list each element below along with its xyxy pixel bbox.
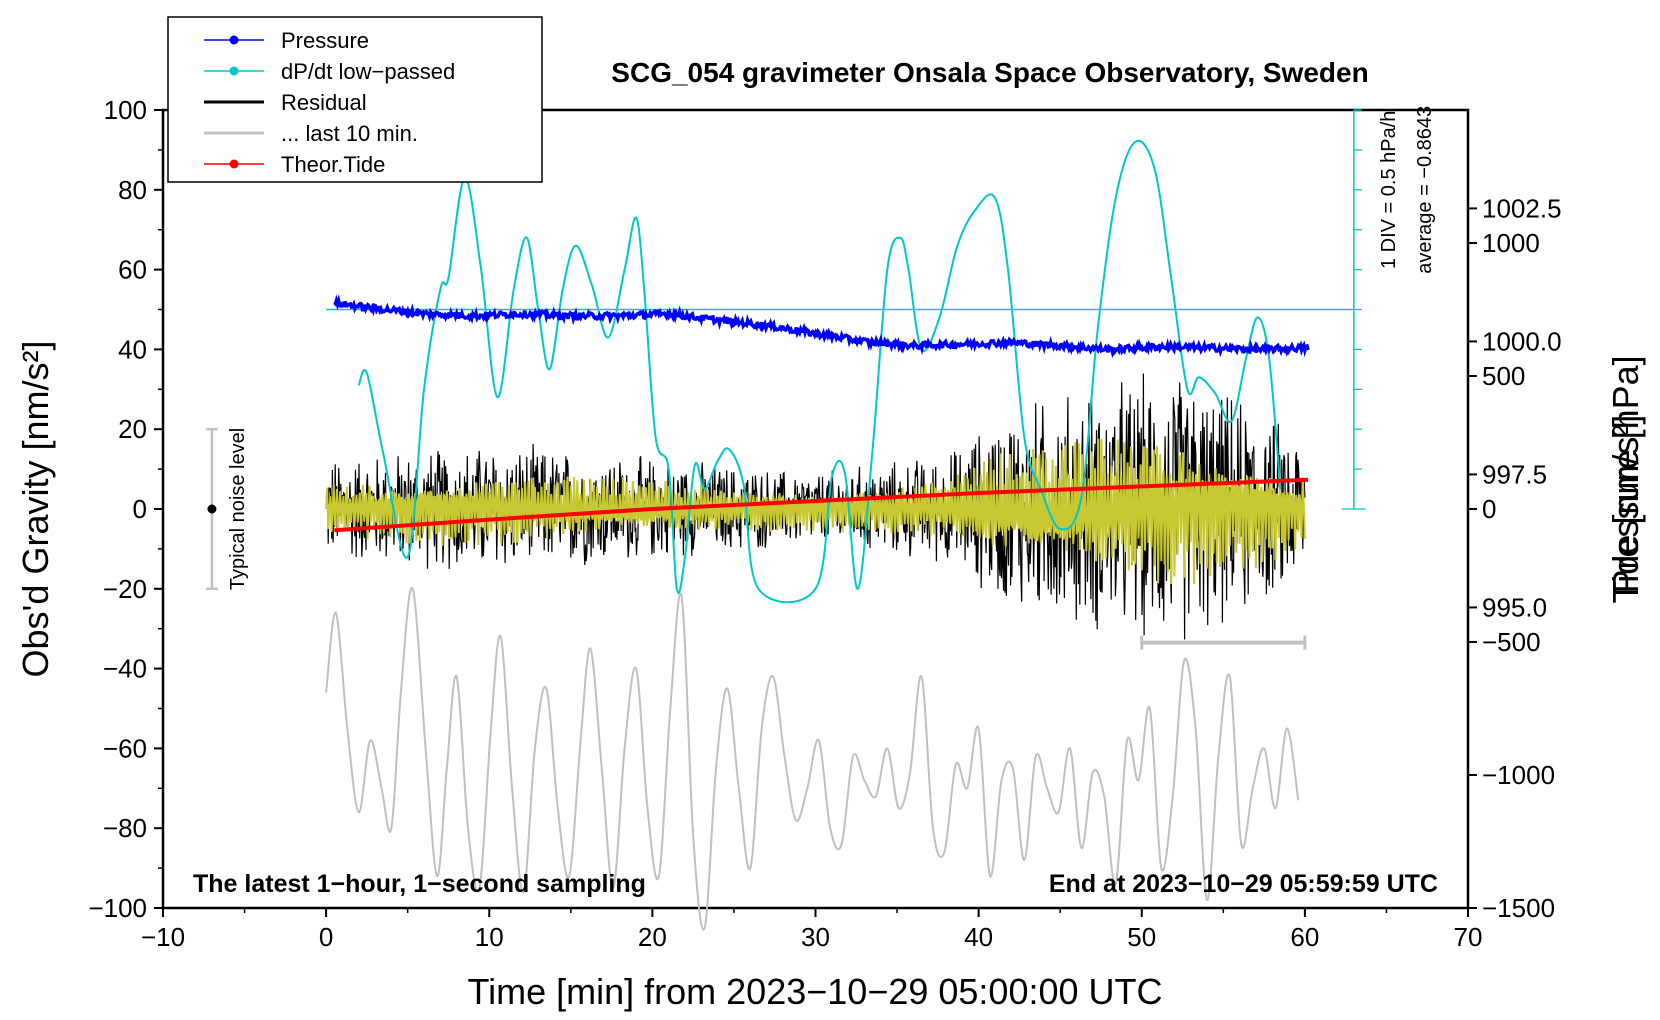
pressure-tick-label: 995.0	[1482, 592, 1547, 622]
y-axis-title-pressure: Pressure [hPa]	[1605, 355, 1646, 593]
y-tick-label: 60	[118, 255, 147, 285]
y-tick-label: −100	[88, 893, 147, 923]
y-tick-label: −80	[103, 813, 147, 843]
series-layer	[205, 109, 1366, 931]
theor-tide-line	[334, 477, 1309, 533]
legend: Pressure dP/dt low−passed Residual ... last…	[167, 16, 543, 183]
legend-label: ... last 10 min.	[281, 121, 418, 146]
pressure-tick-label: 997.5	[1482, 459, 1547, 489]
average-label: average = −0.8643	[1414, 106, 1436, 274]
legend-label: Residual	[281, 90, 367, 115]
y-tick-label: 80	[118, 175, 147, 205]
x-tick-label: 50	[1127, 922, 1156, 952]
legend-marker	[229, 35, 239, 45]
x-tick-label: 60	[1290, 922, 1319, 952]
legend-label: Pressure	[281, 28, 369, 53]
y-axis-title-tide: Tide [nm/s²]	[1605, 415, 1646, 604]
div-scale-label: 1 DIV = 0.5 hPa/h	[1378, 111, 1400, 269]
y-tick-label: −40	[103, 654, 147, 684]
x-tick-label: 20	[638, 922, 667, 952]
bottom-right-annotation: End at 2023−10−29 05:59:59 UTC	[1049, 870, 1438, 898]
y-tick-label: 40	[118, 334, 147, 364]
x-tick-label: 30	[801, 922, 830, 952]
axes-layer: −10 0 10 20 30 40 50 60 70−100−80−60−40−20020406…	[88, 95, 1561, 952]
x-tick-label: 10	[475, 922, 504, 952]
x-tick-label: 0	[319, 922, 333, 952]
last-10-min-line	[325, 586, 1300, 931]
x-tick-label: −10	[141, 922, 185, 952]
y-tick-label: −20	[103, 574, 147, 604]
residual-filtered-line	[325, 438, 1306, 585]
tide-tick-label: −1500	[1482, 893, 1555, 923]
y-tick-label: 20	[118, 414, 147, 444]
legend-item: Theor.Tide	[204, 152, 385, 177]
bottom-left-annotation: The latest 1−hour, 1−second sampling	[193, 870, 646, 898]
x-tick-label: 40	[964, 922, 993, 952]
legend-marker	[229, 159, 239, 169]
noise-level-label: Typical noise level	[227, 428, 249, 590]
pressure-tick-label: 1000.0	[1482, 326, 1562, 356]
tide-tick-label: 0	[1482, 494, 1496, 524]
pressure-line	[333, 294, 1310, 359]
tide-tick-label: −500	[1482, 627, 1541, 657]
tide-tick-label: 1000	[1482, 228, 1540, 258]
x-axis-title: Time [min] from 2023−10−29 05:00:00 UTC	[467, 971, 1162, 1012]
y-axis-title-left: Obs'd Gravity [nm/s²]	[15, 341, 56, 678]
y-tick-label: 0	[133, 494, 147, 524]
dpdt-line	[357, 139, 1282, 604]
tide-tick-label: 500	[1482, 361, 1525, 391]
pressure-tick-label: 1002.5	[1482, 193, 1562, 223]
chart-title: SCG_054 gravimeter Onsala Space Observat…	[611, 57, 1368, 88]
legend-item: Pressure	[204, 28, 369, 53]
tide-tick-label: −1000	[1482, 760, 1555, 790]
legend-label: dP/dt low−passed	[281, 59, 455, 84]
legend-item: dP/dt low−passed	[204, 59, 455, 84]
x-tick-label: 70	[1454, 922, 1483, 952]
y-tick-label: 100	[104, 95, 147, 125]
legend-item: Residual	[204, 90, 367, 115]
y-tick-label: −60	[103, 733, 147, 763]
legend-box	[167, 16, 543, 183]
legend-marker	[229, 66, 239, 76]
legend-item: ... last 10 min.	[204, 121, 418, 146]
legend-label: Theor.Tide	[281, 152, 385, 177]
noise-bar-center-dot	[207, 504, 217, 514]
